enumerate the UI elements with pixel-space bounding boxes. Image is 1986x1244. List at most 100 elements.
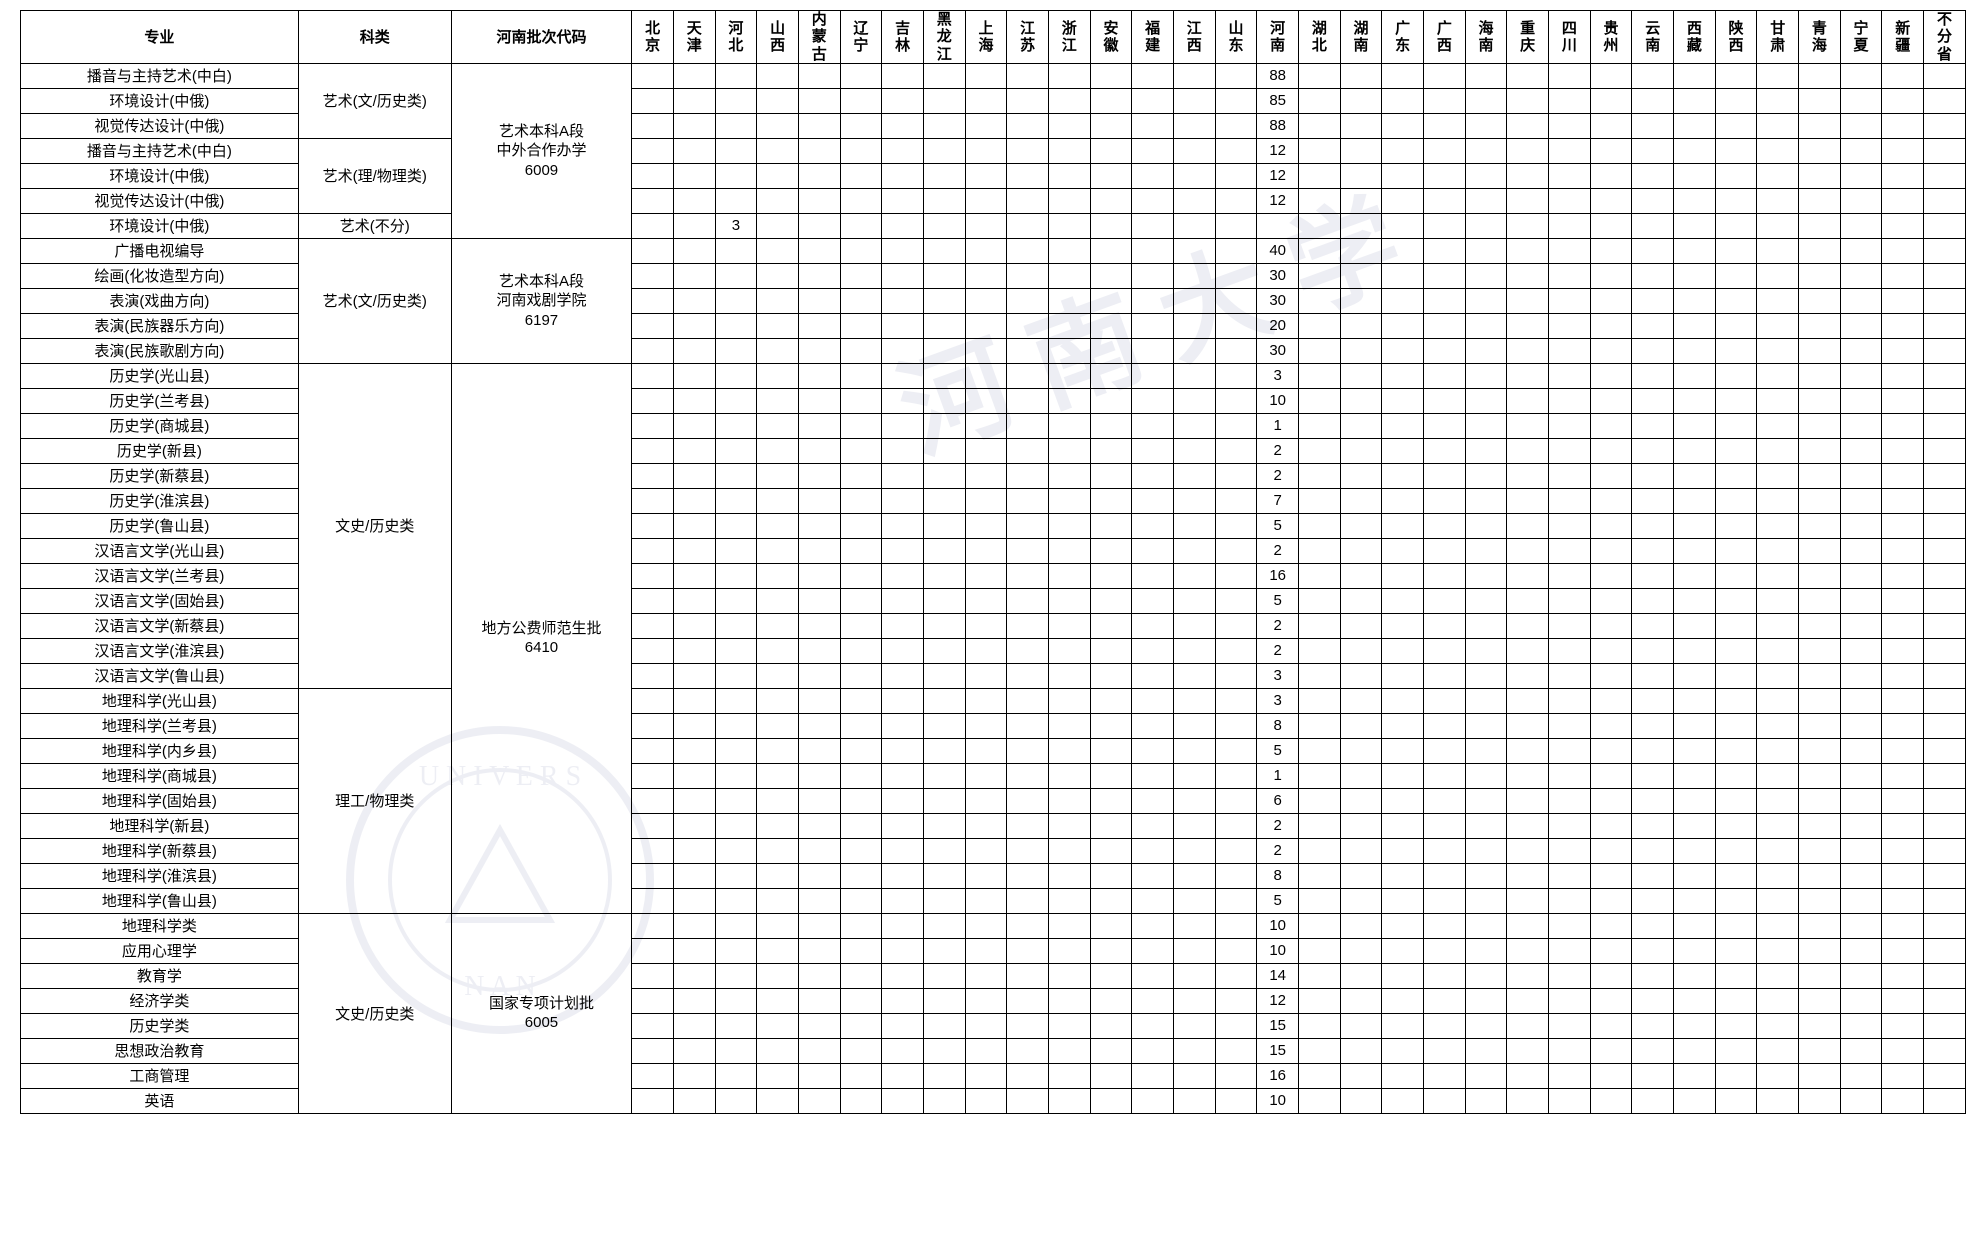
cell-value — [840, 538, 882, 563]
cell-value — [1299, 288, 1341, 313]
cell-value — [1090, 113, 1132, 138]
cell-value — [715, 838, 757, 863]
cell-value — [632, 413, 674, 438]
cell-value — [1674, 788, 1716, 813]
cell-value — [1507, 963, 1549, 988]
cell-value — [1882, 413, 1924, 438]
cell-value — [965, 988, 1007, 1013]
cell-value — [1507, 463, 1549, 488]
cell-value — [673, 913, 715, 938]
cell-value — [1549, 863, 1591, 888]
cell-value — [1090, 163, 1132, 188]
cell-value — [757, 288, 799, 313]
col-province: 重庆 — [1507, 11, 1549, 64]
cell-value — [1340, 763, 1382, 788]
cell-value — [1007, 113, 1049, 138]
cell-value — [923, 713, 965, 738]
cell-value — [1382, 938, 1424, 963]
cell-value — [1799, 388, 1841, 413]
cell-value — [1840, 188, 1882, 213]
cell-value — [1173, 388, 1215, 413]
cell-value — [1507, 163, 1549, 188]
cell-value — [1715, 613, 1757, 638]
cell-value — [715, 163, 757, 188]
col-province: 宁夏 — [1840, 11, 1882, 64]
cell-value — [1299, 1013, 1341, 1038]
cell-value — [1840, 438, 1882, 463]
cell-value — [1632, 913, 1674, 938]
cell-value — [1715, 713, 1757, 738]
col-province: 海南 — [1465, 11, 1507, 64]
cell-value — [1590, 1013, 1632, 1038]
cell-value — [715, 463, 757, 488]
cell-major: 历史学类 — [21, 1013, 299, 1038]
cell-value — [1007, 338, 1049, 363]
cell-value — [1507, 413, 1549, 438]
cell-value — [1840, 838, 1882, 863]
cell-value — [1465, 288, 1507, 313]
cell-value — [715, 188, 757, 213]
cell-value — [1090, 1063, 1132, 1088]
cell-value — [1007, 513, 1049, 538]
cell-value — [673, 1013, 715, 1038]
cell-value — [1924, 338, 1966, 363]
cell-value — [1674, 338, 1716, 363]
cell-value — [1882, 788, 1924, 813]
cell-value — [1715, 888, 1757, 913]
cell-value — [1549, 338, 1591, 363]
cell-value — [1674, 538, 1716, 563]
cell-value — [1715, 363, 1757, 388]
cell-value — [923, 463, 965, 488]
cell-value — [1173, 913, 1215, 938]
cell-value — [1549, 663, 1591, 688]
cell-value — [882, 263, 924, 288]
cell-value — [1924, 438, 1966, 463]
cell-value — [1132, 363, 1174, 388]
cell-value — [1674, 213, 1716, 238]
cell-value — [673, 688, 715, 713]
cell-value — [1007, 1038, 1049, 1063]
cell-value — [1132, 388, 1174, 413]
cell-value — [1382, 1013, 1424, 1038]
cell-value — [1340, 388, 1382, 413]
cell-value — [1840, 863, 1882, 888]
cell-value — [1674, 238, 1716, 263]
cell-value — [1757, 338, 1799, 363]
cell-value — [1590, 1088, 1632, 1113]
cell-value — [1340, 213, 1382, 238]
cell-value — [1674, 563, 1716, 588]
cell-value — [1215, 963, 1257, 988]
table-row: 地理科学(光山县)理工/物理类3 — [21, 688, 1966, 713]
cell-value — [1674, 988, 1716, 1013]
cell-value — [1007, 138, 1049, 163]
cell-value — [798, 1013, 840, 1038]
cell-value — [1048, 388, 1090, 413]
cell-value — [673, 713, 715, 738]
col-province: 贵州 — [1590, 11, 1632, 64]
cell-value — [632, 263, 674, 288]
cell-value — [882, 563, 924, 588]
cell-value — [673, 263, 715, 288]
cell-major: 地理科学(固始县) — [21, 788, 299, 813]
cell-value — [1632, 138, 1674, 163]
cell-value — [1424, 613, 1466, 638]
cell-value — [1173, 88, 1215, 113]
cell-value — [1173, 988, 1215, 1013]
cell-value — [1924, 813, 1966, 838]
cell-value — [1382, 813, 1424, 838]
cell-major: 英语 — [21, 1088, 299, 1113]
cell-value — [1340, 963, 1382, 988]
cell-value — [1465, 988, 1507, 1013]
cell-value — [798, 638, 840, 663]
cell-value — [632, 738, 674, 763]
cell-value — [1840, 813, 1882, 838]
cell-value — [715, 538, 757, 563]
cell-value: 12 — [1257, 988, 1299, 1013]
cell-value — [1132, 713, 1174, 738]
cell-value — [1132, 438, 1174, 463]
cell-value — [1924, 213, 1966, 238]
cell-value — [1924, 163, 1966, 188]
cell-value — [1299, 588, 1341, 613]
cell-value — [1215, 313, 1257, 338]
cell-value — [1799, 513, 1841, 538]
